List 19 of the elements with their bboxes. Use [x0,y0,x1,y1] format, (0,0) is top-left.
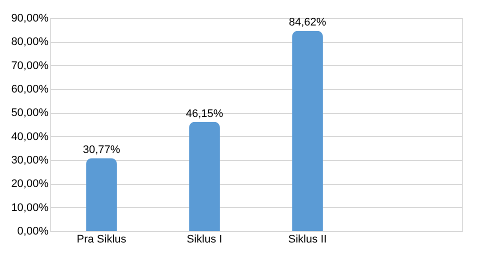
bar [189,122,220,231]
y-tick-label: 30,00% [11,154,49,166]
x-tick-label: Pra Siklus [76,234,127,246]
data-label: 84,62% [288,16,326,29]
data-label: 46,15% [186,108,224,120]
y-tick-label: 80,00% [11,36,49,48]
bar [292,30,323,231]
y-tick-label: 10,00% [11,202,49,214]
x-tick-label: Siklus II [288,234,327,246]
bar [86,158,117,231]
y-tick-label: 20,00% [11,178,49,190]
x-tick-label: Siklus I [186,234,222,246]
y-tick-label: 40,00% [11,130,49,143]
y-tick-label: 50,00% [11,107,49,120]
data-label: 30,77% [82,144,120,156]
y-tick-label: 90,00% [11,12,49,24]
y-tick-label: 60,00% [11,84,49,96]
y-tick-label: 70,00% [11,60,49,72]
y-tick-label: 0,00% [17,226,49,238]
